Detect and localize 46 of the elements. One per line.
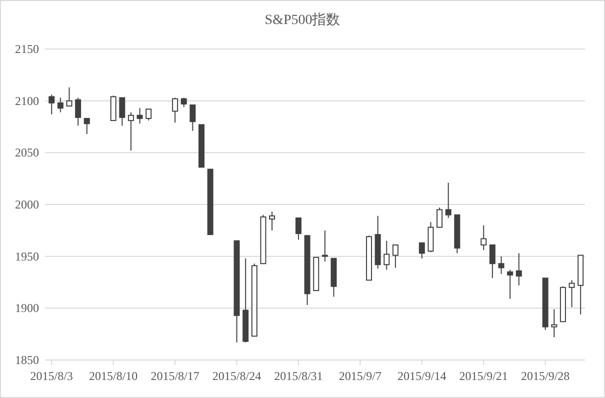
x-tick-label: 2015/8/3 <box>30 369 73 383</box>
candlestick <box>48 94 55 115</box>
x-tick-label: 2015/8/17 <box>150 369 200 383</box>
candlestick <box>75 97 82 126</box>
y-tick-label: 2150 <box>15 42 39 56</box>
candlestick <box>507 269 514 300</box>
x-tick-label: 2015/8/24 <box>212 369 262 383</box>
y-tick-label: 1850 <box>15 353 39 367</box>
candlestick <box>172 97 178 124</box>
candlestick <box>146 108 152 122</box>
y-tick-label: 2050 <box>15 146 39 160</box>
y-tick-label: 2100 <box>15 94 39 108</box>
y-tick-label: 1900 <box>15 301 39 316</box>
candlestick <box>436 207 443 228</box>
candlestick <box>295 217 302 240</box>
x-tick-label: 2015/9/28 <box>520 369 570 383</box>
candlestick <box>110 95 116 122</box>
candlestick <box>418 242 425 259</box>
candlestick <box>384 240 390 270</box>
candlestick <box>428 222 434 253</box>
candlestick <box>568 280 575 308</box>
x-tick-label: 2015/9/21 <box>459 369 508 383</box>
candlestick <box>119 97 126 126</box>
chart-title: S&P500指数 <box>264 12 340 28</box>
x-tick-label: 2015/8/31 <box>274 369 323 383</box>
candlestick <box>84 118 90 135</box>
candlestick <box>516 252 522 286</box>
candlestick <box>66 86 72 107</box>
candlestick <box>190 104 196 132</box>
candlestick <box>551 308 558 338</box>
candlestick <box>269 211 276 231</box>
candlestick <box>498 256 504 274</box>
candlestick <box>489 244 496 279</box>
candlestick <box>322 230 328 262</box>
candlestick <box>445 182 452 218</box>
candlestick <box>128 112 134 152</box>
candlestick <box>136 108 143 124</box>
x-tick-label: 2015/8/10 <box>88 369 138 383</box>
candlestick <box>57 97 64 113</box>
candlestick <box>480 224 487 251</box>
y-tick-label: 1950 <box>15 249 39 264</box>
x-tick-label: 2015/9/7 <box>338 369 382 383</box>
candlestick <box>180 97 187 108</box>
candlestick <box>392 244 398 268</box>
y-tick-label: 2000 <box>15 198 39 212</box>
x-tick-label: 2015/9/14 <box>398 369 446 383</box>
